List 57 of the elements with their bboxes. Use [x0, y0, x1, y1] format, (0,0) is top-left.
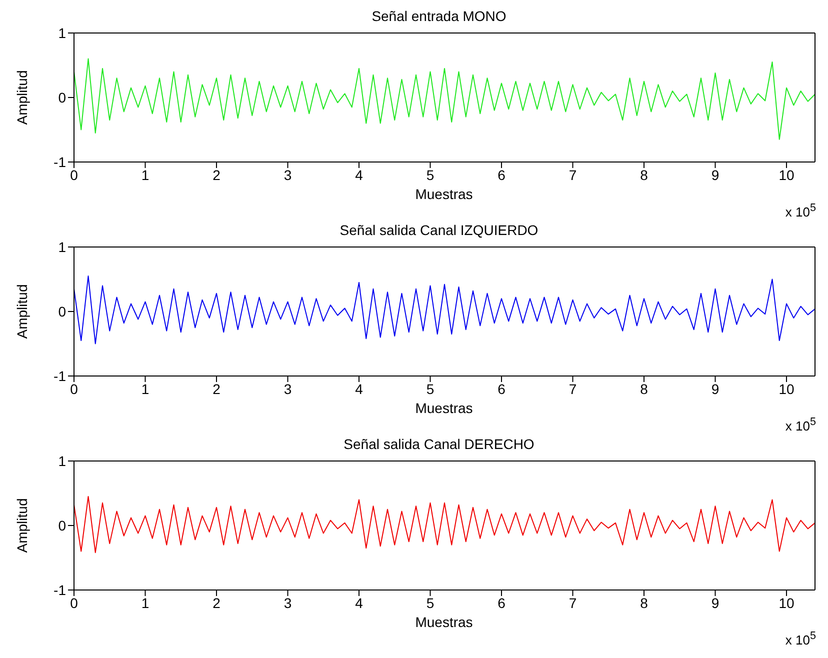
text: x 10$^{5}$: [785, 630, 816, 648]
x-axis-title: Muestras: [414, 400, 474, 416]
x-tick-label: 3: [284, 594, 292, 611]
y-tick-label: 1: [58, 24, 66, 41]
y-tick-label: 1: [58, 238, 66, 255]
x-tick-label: 8: [640, 594, 648, 611]
x-tick-label: 3: [284, 380, 292, 397]
x-tick-label: 9: [711, 594, 720, 611]
x-axis-title: Muestras: [414, 614, 474, 630]
y-axis-title: Amplitud: [14, 498, 30, 553]
x-tick-label: 8: [640, 166, 648, 183]
y-tick-label: -1: [54, 154, 66, 170]
x-tick-label: 2: [212, 380, 221, 397]
x-tick-label: 4: [355, 380, 364, 397]
x-tick-label: 1: [141, 594, 150, 611]
x-tick-label: 10: [778, 594, 794, 611]
y-tick-label: 0: [58, 517, 66, 534]
x-tick-label: 4: [355, 594, 364, 611]
x-tick-label: 8: [640, 380, 648, 397]
chart-title: Señal salida Canal IZQUIERDO: [338, 222, 540, 240]
y-tick-label: -1: [54, 368, 66, 384]
line-series: [74, 496, 815, 554]
x-tick-label: 0: [70, 166, 78, 183]
x-tick-label: 10: [778, 166, 794, 183]
x-tick-label: 7: [568, 594, 577, 611]
y-tick-label: 1: [58, 452, 66, 469]
x-tick-label: 0: [70, 380, 78, 397]
y-tick-label: -1: [54, 582, 66, 598]
x-tick-label: 5: [426, 380, 434, 397]
x-tick-label: 9: [711, 380, 720, 397]
x-tick-label: 10: [778, 380, 794, 397]
x-tick-label: 2: [212, 594, 221, 611]
x-tick-label: 1: [141, 380, 150, 397]
x-tick-label: 6: [498, 166, 506, 183]
x-tick-label: 3: [284, 166, 292, 183]
x-tick-label: 2: [212, 166, 221, 183]
x-tick-label: 6: [498, 380, 506, 397]
x-tick-label: 9: [711, 166, 720, 183]
y-axis-title: Amplitud: [14, 284, 30, 339]
x-tick-label: 7: [568, 380, 577, 397]
line-series: [74, 58, 815, 140]
x-tick-label: 5: [426, 594, 434, 611]
y-tick-label: 0: [58, 89, 66, 106]
x-tick-label: 1: [141, 166, 150, 183]
x-tick-label: 6: [498, 594, 506, 611]
chart-title: Señal entrada MONO: [370, 8, 508, 26]
text: x 10$^{5}$: [785, 202, 816, 220]
line-series: [74, 276, 815, 344]
y-tick-label: 0: [58, 303, 66, 320]
y-axis-title: Amplitud: [14, 70, 30, 125]
x-tick-label: 0: [70, 594, 78, 611]
text: x 10$^{5}$: [785, 416, 816, 434]
x-tick-label: 4: [355, 166, 364, 183]
x-axis-title: Muestras: [414, 186, 474, 202]
x-tick-label: 5: [426, 166, 434, 183]
x-tick-label: 7: [568, 166, 577, 183]
chart-title: Señal salida Canal DERECHO: [342, 436, 536, 454]
